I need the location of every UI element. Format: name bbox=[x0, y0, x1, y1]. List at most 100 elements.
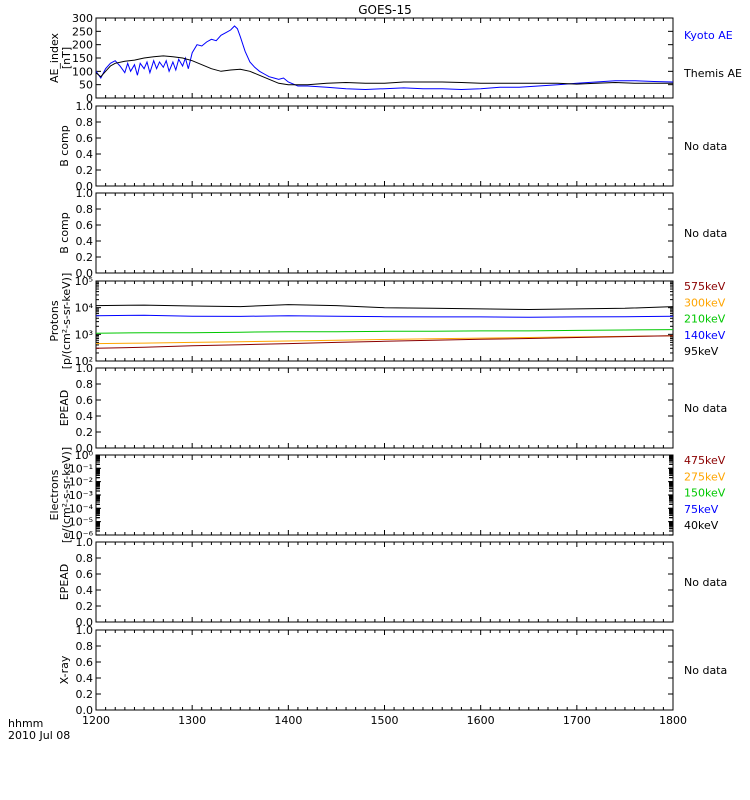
y-tick-label: 1.0 bbox=[76, 100, 94, 113]
x-axis: 1200 1300 1400 1500 1600 1700 1800 bbox=[82, 714, 687, 727]
y-axis-label: B comp bbox=[58, 212, 71, 254]
y-tick-label: 0.4 bbox=[76, 148, 94, 161]
panel-frame bbox=[95, 105, 674, 187]
chart-title: GOES-15 bbox=[358, 3, 412, 17]
legend-entry: Themis AE bbox=[683, 67, 742, 80]
y-tick-label: 0.4 bbox=[76, 410, 94, 423]
y-tick-label: 0.2 bbox=[76, 600, 94, 613]
legend-entry: Kyoto AE bbox=[684, 29, 733, 42]
y-tick-label: 250 bbox=[72, 25, 93, 38]
y-tick-label: 10³ bbox=[75, 328, 93, 341]
legend-entry: 150keV bbox=[684, 487, 726, 500]
y-tick-label: 0.8 bbox=[76, 378, 94, 391]
series-line-575kev bbox=[96, 335, 673, 349]
legend-entry: 575keV bbox=[684, 280, 726, 293]
series-line-95kev bbox=[96, 304, 673, 311]
y-tick-label: 0.0 bbox=[76, 704, 94, 717]
y-tick-label: 0.6 bbox=[76, 568, 94, 581]
panel-protons: 10² 10³ 10⁴ 10⁵ Protons [p/(cm²-s-sr-keV)] 575… bbox=[48, 273, 726, 370]
y-tick-label: 10⁰ bbox=[75, 449, 94, 462]
y-tick-label: 0.0 bbox=[76, 180, 94, 193]
y-tick-label: 0.8 bbox=[76, 116, 94, 129]
legend-entry: 475keV bbox=[684, 454, 726, 467]
y-tick-label: 0.4 bbox=[76, 584, 94, 597]
y-tick-label: 0.0 bbox=[76, 616, 94, 629]
y-tick-label: 1.0 bbox=[76, 362, 94, 375]
y-tick-label: 0.0 bbox=[76, 267, 94, 280]
no-data-label: No data bbox=[684, 227, 727, 240]
y-axis-label: [nT] bbox=[60, 47, 73, 69]
y-tick-label: 10⁻⁶ bbox=[69, 529, 94, 542]
x-axis-label-format: hhmm bbox=[8, 717, 43, 730]
series-line-300kev bbox=[96, 335, 673, 345]
legend-entry: 300keV bbox=[684, 296, 726, 309]
panel-frame bbox=[95, 367, 674, 449]
y-tick-label: 200 bbox=[72, 39, 93, 52]
legend-entry: 210keV bbox=[684, 313, 726, 326]
y-tick-label: 100 bbox=[72, 65, 93, 78]
series-line-kyoto-ae bbox=[96, 25, 673, 91]
y-tick-label: 0.2 bbox=[76, 164, 94, 177]
x-tick-label: 1300 bbox=[178, 714, 206, 727]
y-tick-label: 10⁵ bbox=[75, 275, 93, 288]
series-line-themis-ae bbox=[96, 55, 673, 86]
y-axis-label: B comp bbox=[58, 125, 71, 167]
x-axis-label-date: 2010 Jul 08 bbox=[8, 729, 70, 742]
panel-epead2: 0.0 0.2 0.4 0.6 0.8 1.0 EPEAD No data bbox=[58, 536, 727, 629]
y-tick-label: 10⁴ bbox=[75, 302, 94, 315]
y-tick-label: 0.2 bbox=[76, 688, 94, 701]
y-tick-label: 0.4 bbox=[76, 235, 94, 248]
y-tick-label: 0 bbox=[86, 92, 93, 105]
y-tick-label: 300 bbox=[72, 12, 93, 25]
y-tick-label: 0.8 bbox=[76, 552, 94, 565]
panel-xray: 0.0 0.2 0.4 0.6 0.8 1.0 X-ray No data bbox=[58, 624, 727, 717]
y-tick-label: 0.6 bbox=[76, 219, 94, 232]
legend-entry: 275keV bbox=[684, 470, 726, 483]
no-data-label: No data bbox=[684, 140, 727, 153]
y-tick-label: 150 bbox=[72, 52, 93, 65]
y-tick-label: 0.6 bbox=[76, 656, 94, 669]
y-tick-label: 0.2 bbox=[76, 251, 94, 264]
panel-frame bbox=[95, 629, 674, 711]
y-axis-label: X-ray bbox=[58, 655, 71, 684]
panel-b1: 0.0 0.2 0.4 0.6 0.8 1.0 B comp No data bbox=[58, 100, 727, 193]
no-data-label: No data bbox=[684, 664, 727, 677]
y-tick-label: 0.6 bbox=[76, 132, 94, 145]
panel-frame bbox=[95, 192, 674, 274]
panel-frame bbox=[95, 280, 674, 362]
panel-frame bbox=[95, 454, 674, 536]
y-axis-label: [e/(cm²-s-sr-keV)] bbox=[60, 447, 73, 543]
y-tick-label: 1.0 bbox=[76, 624, 94, 637]
y-axis-label: AE_index bbox=[48, 32, 61, 83]
y-axis-label: Protons bbox=[48, 300, 61, 341]
y-tick-label: 10⁻³ bbox=[69, 489, 93, 502]
legend-entry: 140keV bbox=[684, 329, 726, 342]
y-tick-label: 0.6 bbox=[76, 394, 94, 407]
series-line-140kev bbox=[96, 314, 673, 318]
y-tick-label: 50 bbox=[79, 79, 93, 92]
x-tick-label: 1200 bbox=[82, 714, 110, 727]
legend-entry: 95keV bbox=[684, 345, 719, 358]
y-tick-label: 10⁻¹ bbox=[69, 462, 93, 475]
y-tick-label: 0.4 bbox=[76, 672, 94, 685]
x-tick-label: 1700 bbox=[563, 714, 591, 727]
x-tick-label: 1500 bbox=[371, 714, 399, 727]
y-tick-label: 10⁻² bbox=[69, 476, 93, 489]
y-axis-label: Electrons bbox=[48, 469, 61, 520]
y-tick-label: 10⁻⁴ bbox=[69, 502, 94, 515]
y-tick-label: 0.2 bbox=[76, 426, 94, 439]
legend-entry: 75keV bbox=[684, 503, 719, 516]
y-tick-label: 1.0 bbox=[76, 536, 94, 549]
panel-frame bbox=[95, 541, 674, 623]
panel-b2: 0.0 0.2 0.4 0.6 0.8 1.0 B comp No data bbox=[58, 187, 727, 280]
y-axis-label: EPEAD bbox=[58, 390, 71, 427]
x-tick-label: 1800 bbox=[659, 714, 687, 727]
no-data-label: No data bbox=[684, 402, 727, 415]
y-axis-label: EPEAD bbox=[58, 564, 71, 601]
y-tick-label: 0.0 bbox=[76, 442, 94, 455]
y-tick-label: 10⁻⁵ bbox=[69, 516, 93, 529]
